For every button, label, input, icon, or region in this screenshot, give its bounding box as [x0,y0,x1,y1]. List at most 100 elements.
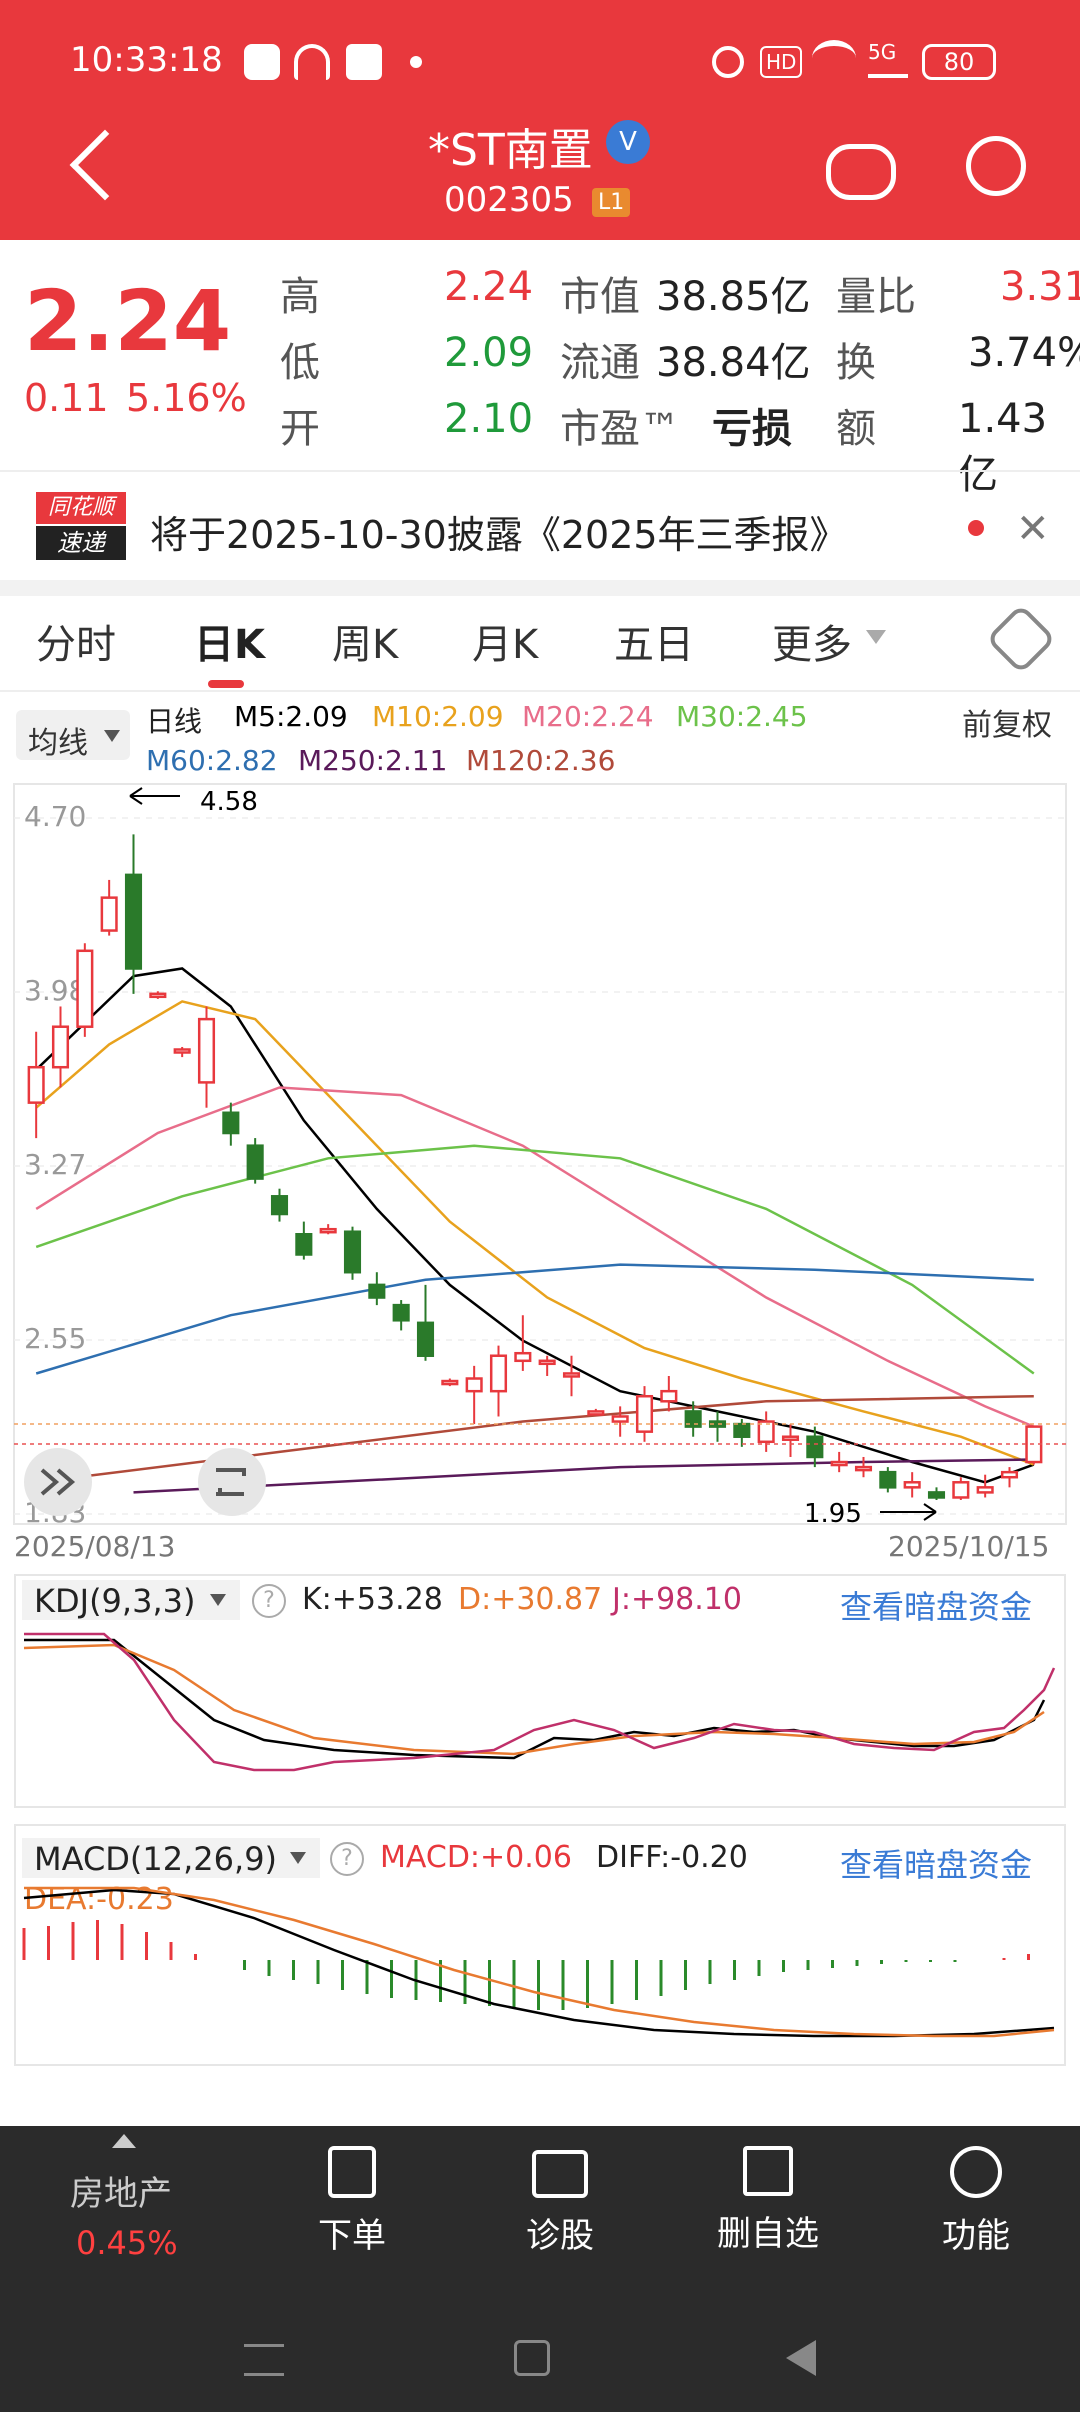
value-float-cap: 38.84亿 [656,340,811,386]
notification-dot-icon [410,56,422,68]
nav-back-icon[interactable] [786,2340,816,2376]
ma-line-m20 [35,1086,1035,1428]
candle-body [246,1144,264,1180]
kdj-d-line [23,1643,1045,1756]
candle [733,1419,751,1447]
candle [270,1188,289,1222]
macd-diff: DIFF:-0.20 [596,1840,748,1875]
candle-body [538,1359,556,1366]
dropdown-arrow-icon [290,1852,306,1864]
dropdown-arrow-icon [210,1594,226,1606]
candle-body [173,1048,191,1054]
tab-intraday[interactable]: 分时 [36,622,116,668]
price-change-pct: 5.16% [126,376,247,420]
kdj-link[interactable]: 查看暗盘资金 [840,1588,1033,1626]
candle [27,1031,45,1139]
diagnose-button[interactable]: 诊股 [480,2146,640,2257]
macd-value: MACD:+0.06 [380,1840,572,1875]
candle [319,1224,337,1235]
candle-body [733,1422,751,1438]
signal-icon [868,62,908,78]
divider [0,690,1080,692]
macd-frame [14,1824,1066,2066]
macd-link[interactable]: 查看暗盘资金 [840,1846,1033,1884]
macd-dropdown[interactable] [22,1838,320,1878]
candle [100,879,118,936]
candle [854,1456,873,1478]
candle-body [514,1351,532,1363]
ma-line-m10 [35,1000,1035,1466]
nav-bar: *ST南置 V 002305 L1 [0,120,1080,240]
candle-body [660,1389,678,1403]
candle-body [684,1410,702,1428]
label-market-cap: 市值 [560,274,640,320]
candle-body [927,1491,946,1499]
candle [246,1138,264,1184]
value-pe: 亏损 [712,406,792,452]
candle [879,1467,897,1493]
function-button[interactable]: 功能 [896,2146,1056,2257]
fullscreen-button[interactable] [198,1448,266,1516]
ma-m120: M120:2.36 [466,744,616,777]
tab-five-day[interactable]: 五日 [614,622,694,668]
nav-home-icon[interactable] [514,2340,550,2376]
ma-line-m5 [35,967,1035,1484]
nav-menu-icon[interactable] [244,2344,284,2376]
alarm-icon [712,46,744,78]
kdj-d: D:+30.87 [458,1582,603,1617]
candle [830,1451,848,1473]
candle-body [222,1111,240,1135]
app-icon-1 [244,44,280,80]
kdj-dropdown[interactable] [22,1580,240,1620]
value-volume-ratio: 3.31 [1000,264,1080,310]
candle-body [149,992,167,999]
candle [124,834,143,994]
hd-icon: HD [760,46,803,78]
notice-logo: 同花顺 速递 [36,492,126,562]
low-label: 1.95 [804,1499,862,1529]
search-icon[interactable] [966,136,1026,196]
back-arrow-icon[interactable] [69,129,141,201]
candle-body [562,1372,581,1378]
candle-body [76,949,94,1028]
close-icon[interactable]: ✕ [1016,506,1050,552]
label-open: 开 [280,406,320,452]
candle-body [270,1195,289,1216]
sector-name[interactable]: 房地产 [70,2174,172,2214]
value-high: 2.24 [444,264,534,310]
sector-up-arrow-icon [112,2134,136,2148]
candle [903,1472,921,1498]
tab-daily-k[interactable]: 日K [194,622,265,668]
ma-lines [35,967,1035,1494]
settings-hexagon-icon[interactable] [985,603,1057,675]
candle [562,1355,581,1397]
candles [27,834,1043,1500]
kline-chart[interactable]: 4.703.983.272.551.83 4.58 1.95 [0,780,1080,1560]
notice-text[interactable]: 将于2025-10-30披露《2025年三季报》 [150,513,848,557]
kdj-k: K:+53.28 [302,1582,443,1617]
y-axis-labels: 4.703.983.272.551.83 [24,800,86,1529]
value-open: 2.10 [444,396,534,442]
candle [1000,1467,1019,1488]
ma-line-m250 [133,1458,1034,1494]
sector-change: 0.45% [76,2224,178,2262]
tab-weekly-k[interactable]: 周K [332,622,399,668]
candle [149,991,167,999]
order-button[interactable]: 下单 [272,2146,432,2257]
medical-kit-icon [532,2150,588,2198]
low-marker: 1.95 [804,1499,937,1529]
double-chevron-icon [40,1468,76,1496]
adjust-mode[interactable]: 前复权 [962,708,1052,743]
status-time: 10:33:18 [70,40,223,80]
candle-body [343,1230,362,1274]
tab-monthly-k[interactable]: 月K [472,622,539,668]
macd-diff-line [23,1888,1055,2038]
robot-icon[interactable] [826,144,896,200]
remove-watchlist-button[interactable]: 删自选 [688,2146,848,2255]
help-icon[interactable]: ? [252,1584,286,1618]
help-icon[interactable]: ? [330,1842,364,1876]
collapse-button[interactable] [24,1448,92,1516]
kdj-title: KDJ(9,3,3) [34,1582,196,1620]
tab-more[interactable]: 更多 [772,622,852,668]
candle-body [368,1283,386,1299]
